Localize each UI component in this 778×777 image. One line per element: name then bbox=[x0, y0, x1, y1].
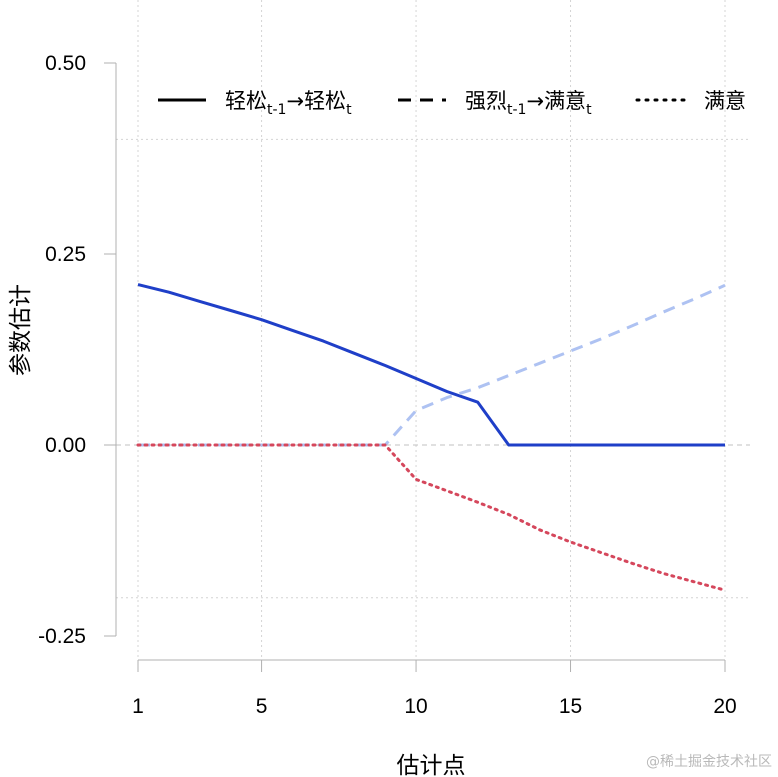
series-line-1 bbox=[137, 283, 725, 447]
y-axis-title: 参数估计 bbox=[8, 284, 34, 376]
series-line-3 bbox=[136, 443, 727, 592]
legend-label-2: 强烈t-1→满意t bbox=[465, 89, 592, 118]
x-axis-title: 估计点 bbox=[397, 753, 466, 777]
x-tick-label: 15 bbox=[559, 695, 582, 718]
x-tick-label: 10 bbox=[404, 695, 427, 718]
x-tick-label: 1 bbox=[132, 695, 144, 718]
legend: 轻松t-1→轻松t 强烈t-1→满意t 满意 bbox=[158, 89, 746, 118]
y-tick-label: 0.25 bbox=[45, 243, 86, 266]
series-lines bbox=[136, 283, 727, 592]
watermark: @稀土掘金技术社区 bbox=[646, 754, 772, 770]
legend-label-3: 满意 bbox=[704, 89, 746, 113]
y-tick-label: 0.00 bbox=[45, 434, 86, 457]
axes: -0.250.000.250.501 5 10 15 20 bbox=[38, 52, 737, 718]
legend-label-1: 轻松t-1→轻松t bbox=[225, 89, 352, 118]
x-tick-label: 5 bbox=[256, 695, 268, 718]
y-tick-label: 0.50 bbox=[45, 52, 86, 75]
y-tick-label: -0.25 bbox=[38, 625, 86, 648]
grid-lines bbox=[116, 0, 750, 660]
x-tick-label: 20 bbox=[713, 695, 736, 718]
series-line-2 bbox=[138, 283, 726, 447]
